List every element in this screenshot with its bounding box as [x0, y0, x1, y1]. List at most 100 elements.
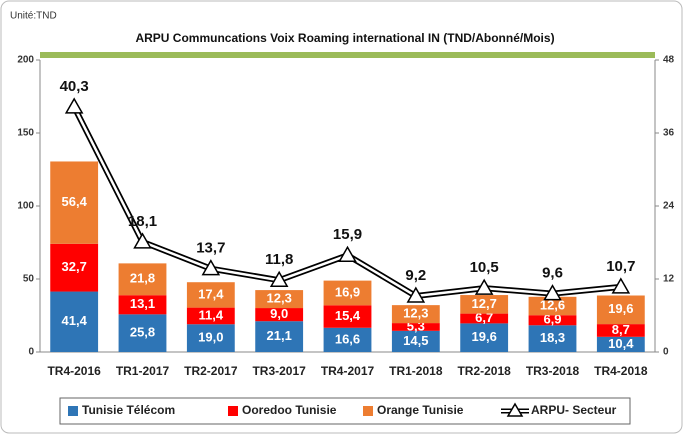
line-value-label: 9,2: [405, 267, 426, 284]
bar-segment: [186, 307, 235, 325]
legend-swatch: [363, 406, 373, 416]
bar-segment: [118, 295, 167, 315]
x-tick-label: TR1-2018: [389, 364, 443, 378]
bar-value-label: 16,9: [335, 284, 360, 299]
bar-segment: [460, 313, 509, 324]
x-tick-label: TR4-2017: [321, 364, 375, 378]
bar-value-label: 12,3: [403, 306, 428, 321]
bar-value-label: 12,6: [540, 297, 565, 312]
bar-value-label: 56,4: [62, 194, 88, 209]
x-tick-label: TR2-2018: [457, 364, 511, 378]
x-tick-label: TR4-2018: [594, 364, 648, 378]
y2-tick-label: 0: [663, 347, 669, 358]
bar-segment: [323, 305, 372, 328]
line-marker: [543, 284, 562, 301]
legend-label: Ooredoo Tunisie: [242, 403, 337, 417]
bar-value-label: 12,3: [267, 291, 292, 306]
bar-value-label: 14,5: [403, 333, 428, 348]
y2-tick-label: 36: [663, 128, 675, 139]
line-value-label: 10,7: [606, 258, 635, 275]
y2-tick-label: 12: [663, 274, 675, 285]
line-marker: [338, 245, 357, 263]
legend-swatch: [228, 406, 238, 416]
x-tick-label: TR3-2018: [526, 364, 580, 378]
line-value-label: 10,5: [470, 259, 499, 276]
x-tick-label: TR3-2017: [252, 364, 306, 378]
line-value-label: 13,7: [196, 240, 225, 257]
bar-value-label: 12,7: [472, 296, 497, 311]
legend-label: Orange Tunisie: [377, 403, 464, 417]
bar-value-label: 15,4: [335, 308, 361, 323]
line-marker: [474, 278, 494, 295]
bar-segment: [118, 263, 167, 296]
bar-value-label: 17,4: [198, 286, 224, 301]
bar-segment: [255, 321, 304, 352]
bar-value-label: 11,4: [199, 307, 224, 322]
line-marker: [406, 286, 426, 303]
bar-segment: [323, 280, 372, 306]
bar-segment: [255, 308, 304, 322]
line-marker: [611, 277, 631, 294]
line-marker: [269, 270, 289, 287]
bar-segment: [50, 161, 99, 244]
y2-tick-label: 24: [663, 201, 675, 212]
bar-value-label: 6,7: [475, 310, 493, 325]
bar-segment: [528, 296, 577, 316]
bar-value-label: 32,7: [62, 259, 87, 274]
chart-title: ARPU Communcations Voix Roaming internat…: [135, 31, 554, 45]
bar-value-label: 8,7: [612, 322, 630, 337]
legend-marker: [506, 402, 524, 417]
bar-segment: [528, 325, 577, 352]
y-tick-label: 150: [17, 128, 34, 139]
bar-value-label: 19,6: [472, 329, 497, 344]
y-tick-label: 100: [17, 201, 34, 212]
bar-value-label: 21,1: [267, 328, 292, 343]
line-value-label: 40,3: [60, 78, 89, 95]
line-marker: [133, 232, 152, 249]
bar-value-label: 18,3: [540, 330, 565, 345]
bar-segment: [118, 314, 167, 352]
bar-value-label: 13,1: [130, 296, 155, 311]
line-value-label: 11,8: [265, 251, 293, 268]
bar-segment: [528, 315, 577, 326]
bar-value-label: 19,6: [608, 301, 633, 316]
bar-segment: [460, 323, 509, 352]
x-tick-label: TR2-2017: [184, 364, 238, 378]
bar-segment: [460, 295, 509, 314]
legend-box: [59, 397, 631, 425]
bar-segment: [255, 290, 304, 309]
bar-segment: [596, 336, 645, 352]
bar-segment: [50, 243, 99, 292]
bar-value-label: 6,9: [543, 312, 561, 327]
bar-segment: [391, 323, 440, 331]
bar-segment: [596, 295, 645, 325]
bar-value-label: 19,0: [198, 330, 223, 345]
unit-label: Unité:TND: [10, 11, 57, 22]
y2-tick-label: 48: [663, 55, 675, 66]
bar-value-label: 10,4: [608, 336, 634, 351]
line-marker: [64, 97, 84, 114]
bar-value-label: 16,6: [335, 331, 360, 346]
line-value-label: 15,9: [333, 226, 362, 243]
title-band: [40, 52, 655, 58]
bar-segment: [186, 282, 235, 308]
x-tick-label: TR1-2017: [116, 364, 170, 378]
bar-segment: [596, 324, 645, 337]
bar-segment: [50, 291, 99, 352]
legend-swatch: [68, 406, 78, 416]
x-tick-label: TR4-2016: [47, 364, 101, 378]
bar-segment: [391, 305, 440, 324]
bar-segment: [186, 324, 235, 352]
bar-segment: [391, 330, 440, 352]
line-marker: [201, 259, 221, 276]
legend-label: Tunisie Télécom: [82, 403, 175, 417]
line-value-label: 18,1: [128, 213, 157, 230]
line-value-label: 9,6: [542, 265, 563, 282]
y-tick-label: 0: [28, 347, 34, 358]
legend-label: ARPU- Secteur: [531, 403, 617, 417]
bar-value-label: 21,8: [130, 271, 155, 286]
bar-segment: [323, 327, 372, 352]
y-tick-label: 200: [17, 55, 34, 66]
